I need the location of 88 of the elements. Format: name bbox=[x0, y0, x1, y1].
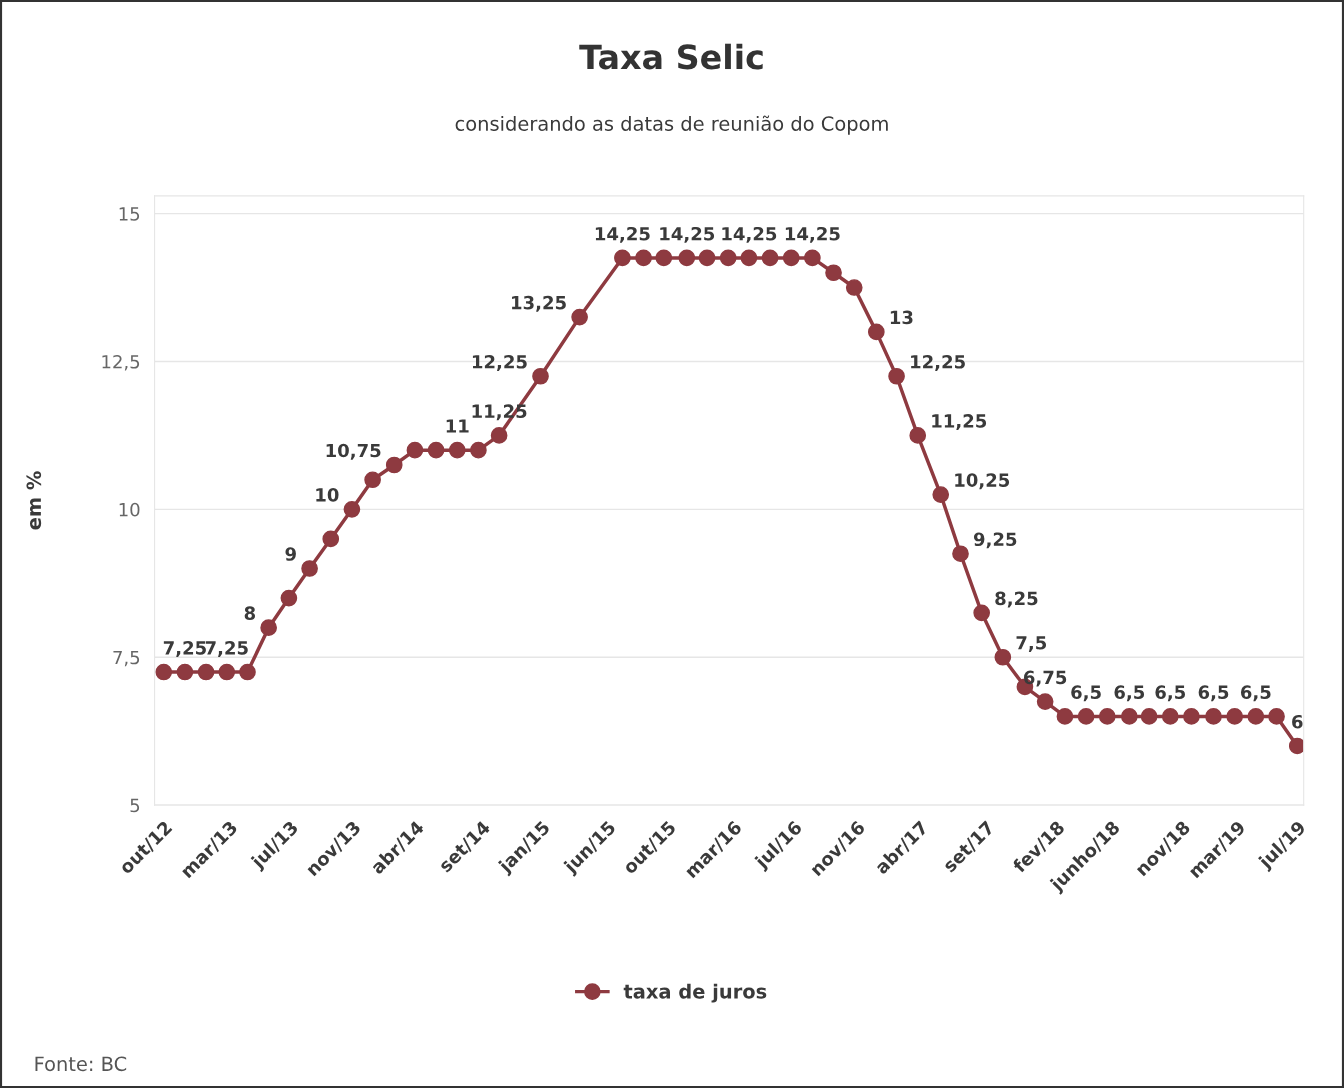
data-label: 6,5 bbox=[1114, 685, 1145, 702]
point bbox=[909, 427, 927, 444]
data-label: 6 bbox=[1292, 714, 1303, 729]
point bbox=[867, 323, 885, 341]
data-label: 7,5 bbox=[1016, 636, 1047, 652]
point bbox=[1036, 693, 1054, 710]
data-label: 6,5 bbox=[1155, 685, 1186, 702]
data-label: 14,25 bbox=[595, 226, 650, 243]
data-label: 12,25 bbox=[911, 354, 965, 371]
point bbox=[155, 663, 173, 681]
data-label: 9,25 bbox=[973, 532, 1017, 549]
data-label: 6,5 bbox=[1240, 685, 1271, 702]
chart-title: Taxa Selic bbox=[579, 43, 763, 70]
point bbox=[1077, 708, 1095, 725]
point bbox=[1161, 708, 1179, 725]
point bbox=[1183, 708, 1200, 725]
point bbox=[427, 441, 445, 459]
data-label: 7,25 bbox=[205, 640, 248, 657]
y-tick-label: 5 bbox=[130, 798, 140, 813]
point bbox=[655, 249, 673, 267]
y-tick-label: 12,5 bbox=[102, 354, 140, 371]
point bbox=[973, 604, 991, 622]
data-label: 11 bbox=[446, 419, 469, 433]
y-axis-title: em % bbox=[26, 471, 42, 530]
point bbox=[804, 249, 821, 267]
point bbox=[1056, 708, 1074, 725]
data-label: 8 bbox=[244, 606, 256, 620]
data-label: 14,25 bbox=[660, 226, 715, 243]
data-label: 8,25 bbox=[995, 591, 1038, 608]
data-label: 6,5 bbox=[1071, 685, 1101, 702]
point bbox=[1140, 708, 1158, 725]
point bbox=[1226, 708, 1244, 725]
y-tick-label: 7,5 bbox=[113, 650, 140, 667]
point bbox=[845, 279, 863, 296]
point bbox=[635, 249, 652, 267]
data-label: 10 bbox=[316, 488, 339, 502]
data-label: 13,25 bbox=[512, 295, 566, 312]
data-label: 6,75 bbox=[1024, 670, 1067, 687]
point bbox=[932, 486, 950, 503]
y-tick-label: 15 bbox=[119, 207, 140, 221]
data-label: 9 bbox=[285, 547, 296, 561]
point bbox=[1247, 708, 1265, 725]
data-label: 12,25 bbox=[472, 354, 527, 371]
point bbox=[385, 456, 403, 474]
point bbox=[825, 264, 842, 282]
point bbox=[197, 663, 215, 681]
point bbox=[614, 249, 631, 267]
legend-label: taxa de juros bbox=[623, 983, 767, 1003]
point bbox=[364, 471, 381, 489]
point bbox=[571, 308, 588, 326]
point bbox=[719, 249, 737, 267]
point bbox=[218, 663, 236, 681]
chart-subtitle: considerando as datas de reunião do Copom bbox=[455, 115, 888, 135]
data-label: 13 bbox=[890, 310, 913, 325]
point bbox=[1098, 708, 1116, 725]
data-label: 10,25 bbox=[955, 473, 1010, 490]
point bbox=[1120, 708, 1138, 725]
point bbox=[280, 589, 298, 607]
data-label: 14,25 bbox=[785, 226, 840, 243]
point bbox=[678, 249, 696, 267]
data-label: 11,25 bbox=[932, 414, 987, 431]
point bbox=[888, 367, 905, 385]
point bbox=[698, 249, 716, 267]
point bbox=[740, 249, 758, 267]
point bbox=[322, 530, 340, 548]
point bbox=[301, 560, 318, 577]
point bbox=[406, 441, 424, 459]
point bbox=[952, 545, 969, 563]
data-label: 7,25 bbox=[163, 640, 206, 657]
data-label: 10,75 bbox=[326, 443, 381, 460]
point bbox=[782, 249, 800, 267]
point bbox=[239, 663, 256, 681]
point bbox=[490, 427, 508, 444]
data-label: 6,5 bbox=[1198, 685, 1229, 702]
data-label: 14,25 bbox=[722, 226, 777, 243]
point bbox=[532, 367, 549, 385]
point bbox=[761, 249, 779, 267]
point bbox=[176, 663, 194, 681]
y-tick-label: 10 bbox=[119, 502, 140, 517]
point bbox=[343, 501, 361, 518]
point bbox=[470, 441, 487, 459]
point bbox=[994, 648, 1012, 666]
point bbox=[1288, 737, 1304, 755]
point bbox=[260, 619, 277, 636]
point bbox=[1205, 708, 1222, 725]
source-note: Fonte: BC bbox=[35, 1056, 127, 1072]
point bbox=[448, 441, 466, 459]
point bbox=[1268, 708, 1285, 725]
